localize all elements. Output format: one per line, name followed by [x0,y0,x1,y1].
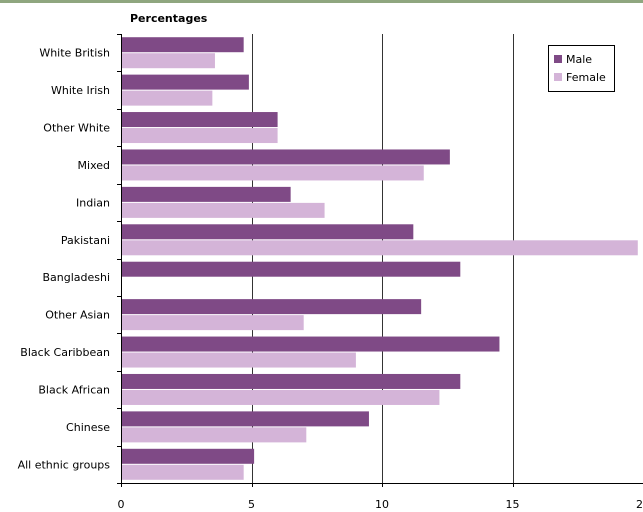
legend-swatch-female [554,73,562,81]
top-accent-bar [0,0,643,3]
category-label-black-african: Black African [38,383,110,396]
bars [121,37,638,480]
category-label-white-british: White British [39,47,110,60]
category-labels: White British White Irish Other White Mixed… [18,47,111,472]
legend-box [548,45,615,92]
category-label-other-asian: Other Asian [45,309,110,322]
legend-swatch-male [554,55,562,63]
legend-label-male: Male [566,53,592,66]
category-label-black-caribbean: Black Caribbean [20,346,110,359]
category-label-other-white: Other White [43,122,110,135]
category-label-pakistani: Pakistani [61,234,110,247]
x-tick-label-0: 0 [118,498,125,511]
bar-female-white-irish [121,90,213,106]
x-tick-label-2: 10 [375,498,389,511]
bar-male-mixed [121,149,450,165]
bar-male-black-african [121,373,461,389]
bar-female-white-british [121,53,215,69]
x-tick-label-3: 15 [506,498,520,511]
category-label-all-ethnic-groups: All ethnic groups [18,458,111,471]
bar-male-white-irish [121,74,249,90]
bar-male-indian [121,186,291,202]
bar-female-other-white [121,128,278,144]
bar-male-black-caribbean [121,336,500,352]
bar-female-all-ethnic-groups [121,464,244,480]
bar-male-other-asian [121,299,422,315]
bar-male-bangladeshi [121,261,461,277]
category-label-bangladeshi: Bangladeshi [42,271,110,284]
bar-male-white-british [121,37,244,53]
bar-female-indian [121,202,325,218]
bar-female-chinese [121,427,307,443]
bar-female-pakistani [121,240,638,256]
bar-male-all-ethnic-groups [121,448,255,464]
legend: Male Female [548,45,615,92]
legend-label-female: Female [566,71,606,84]
category-label-chinese: Chinese [66,421,110,434]
bar-female-black-african [121,389,440,405]
x-tick-label-1: 5 [248,498,255,511]
bar-male-chinese [121,411,369,427]
axes [117,34,643,487]
bar-female-mixed [121,165,424,181]
bar-male-pakistani [121,224,414,240]
bar-female-black-caribbean [121,352,356,368]
bar-female-other-asian [121,315,304,331]
x-tick-labels: 0 5 10 15 2 [118,498,643,511]
x-tick-label-4: 2 [636,498,643,511]
bar-male-other-white [121,112,278,128]
chart-title: Percentages [130,12,208,25]
grid-lines [252,34,514,483]
category-label-white-irish: White Irish [51,84,110,97]
category-label-indian: Indian [76,196,110,209]
category-label-mixed: Mixed [78,159,110,172]
